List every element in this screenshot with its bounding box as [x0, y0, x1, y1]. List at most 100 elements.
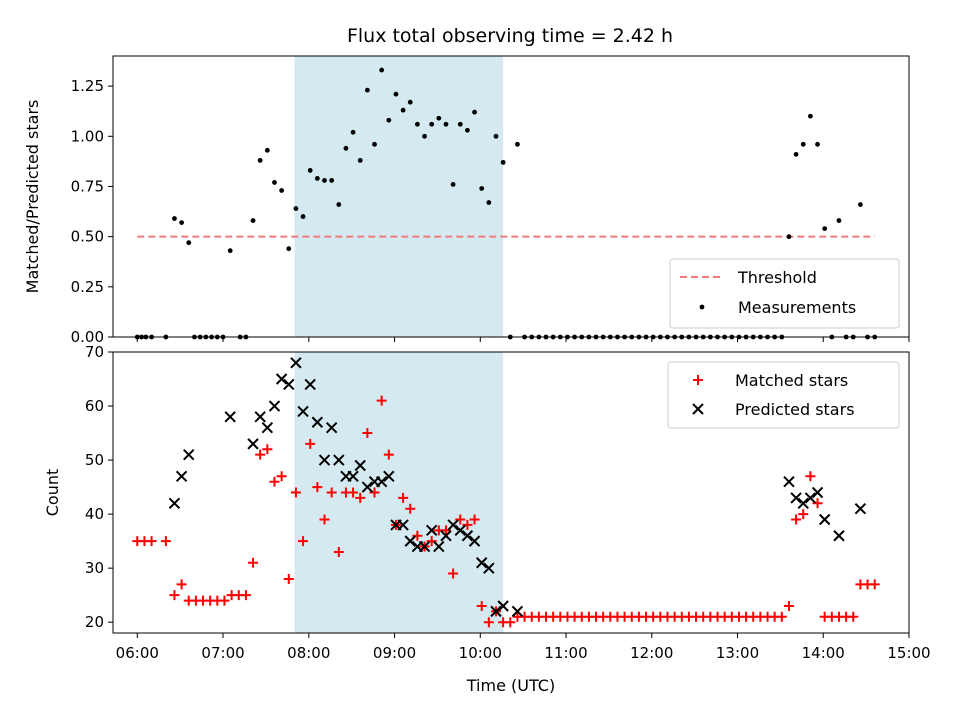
y-tick-label: 0.75 [71, 177, 104, 195]
y-axis-label-bottom: Count [43, 469, 62, 517]
matched-star-marker [298, 536, 309, 547]
measurement-point [393, 91, 399, 97]
y-axis-ticks-bottom: 20 30 40 50 60 70 [85, 343, 113, 631]
matched-star-marker [776, 611, 787, 622]
predicted-star-marker [333, 454, 345, 466]
predicted-star-marker [254, 411, 266, 423]
measurement-point [493, 133, 499, 139]
matched-star-marker [240, 590, 251, 601]
legend-measurement-swatch [699, 304, 705, 310]
predicted-star-marker [224, 411, 236, 423]
predicted-star-marker [811, 486, 824, 499]
predicted-star-marker [175, 470, 188, 482]
matched-star-marker [312, 482, 323, 493]
matched-star-marker [362, 428, 373, 439]
predicted-star-marker [418, 540, 431, 553]
matched-star-marker [398, 492, 409, 503]
x-axis-ticks-top [136, 337, 910, 342]
matched-star-marker [355, 492, 366, 503]
x-axis-label: Time (UTC) [466, 676, 555, 695]
measurement-point [307, 168, 313, 173]
matched-star-marker [383, 449, 394, 460]
x-tick-label: 13:00 [716, 644, 759, 662]
x-tick-label: 09:00 [373, 644, 416, 662]
measurement-point [372, 141, 377, 147]
legend-matched-swatch [693, 375, 703, 385]
plot-frame-top [112, 55, 910, 338]
predicted-star-marker [268, 400, 281, 412]
legend-predicted-swatch [692, 403, 704, 415]
predicted-star-marker [497, 600, 509, 612]
y-tick-label: 40 [85, 505, 104, 523]
matched-star-marker [269, 476, 280, 487]
x-axis-ticks-bottom: 06:00 07:00 08:00 09:00 10:00 11:00 12:00 13:00… [116, 633, 931, 662]
measurement-point [407, 99, 413, 105]
predicted-star-marker [483, 562, 495, 574]
measurement-point [465, 127, 470, 133]
matched-star-marker [305, 438, 316, 449]
measurement-point [172, 216, 177, 221]
predicted-star-marker [247, 438, 259, 450]
predicted-star-marker [325, 421, 338, 434]
predicted-star-marker [354, 459, 366, 472]
matched-star-marker [160, 536, 171, 547]
matched-stars-points [132, 395, 880, 628]
predicted-star-marker [490, 605, 502, 618]
predicted-star-marker [818, 513, 831, 526]
measurement-point [515, 141, 520, 147]
predicted-star-marker [447, 519, 459, 531]
matched-star-marker [176, 579, 187, 590]
y-tick-label: 50 [85, 451, 104, 469]
matched-star-marker [783, 600, 794, 611]
measurement-point [800, 141, 806, 147]
measurement-point [822, 226, 828, 232]
measurement-point [350, 129, 356, 135]
predicted-star-marker [404, 535, 416, 547]
legend-top: Threshold Measurements [669, 258, 900, 329]
matched-star-marker [276, 471, 287, 482]
predicted-star-marker [425, 524, 438, 537]
predicted-star-marker [468, 535, 481, 547]
matched-star-marker [262, 444, 273, 455]
measurement-point [443, 121, 449, 127]
x-tick-label: 14:00 [802, 644, 845, 662]
predicted-star-marker [283, 378, 295, 391]
measurement-point [807, 113, 813, 119]
predicted-star-marker [347, 470, 359, 482]
predicted-star-marker [375, 475, 388, 488]
measurement-point [472, 109, 477, 115]
count-panel: 20 30 40 50 60 70 06:00 07:00 08:00 09:00 10:00 11… [43, 343, 931, 695]
measurement-point [858, 202, 863, 207]
matched-star-marker [146, 536, 157, 547]
measurement-point [357, 157, 363, 163]
predicted-star-marker [168, 497, 181, 510]
matched-star-marker [326, 487, 337, 498]
matched-star-marker [791, 514, 802, 525]
measurement-point [272, 180, 277, 185]
observing-span-top [294, 56, 504, 337]
matched-star-marker [169, 590, 180, 601]
matched-star-marker [476, 600, 487, 611]
predicted-star-marker [797, 497, 809, 510]
measurement-point [329, 178, 335, 183]
matched-star-marker [455, 514, 466, 525]
measurement-point [186, 240, 192, 246]
measurement-point [793, 151, 799, 157]
plot-frame-bottom [112, 351, 910, 634]
matched-star-marker [483, 617, 494, 628]
measurement-point [836, 218, 842, 223]
legend-bottom: Matched stars Predicted stars [667, 361, 900, 429]
measurement-point [279, 188, 285, 193]
x-tick-label: 12:00 [630, 644, 673, 662]
predicted-star-marker [854, 503, 867, 515]
measurement-point [264, 147, 270, 153]
matched-star-marker [869, 579, 880, 590]
measurement-point [479, 186, 485, 191]
y-tick-label: 1.25 [71, 77, 104, 95]
y-tick-label: 70 [85, 343, 104, 361]
measurement-point [293, 206, 299, 211]
matched-star-marker [805, 471, 816, 482]
matched-star-marker [848, 611, 859, 622]
matched-star-marker [369, 487, 380, 498]
observing-span-bottom [294, 352, 504, 633]
